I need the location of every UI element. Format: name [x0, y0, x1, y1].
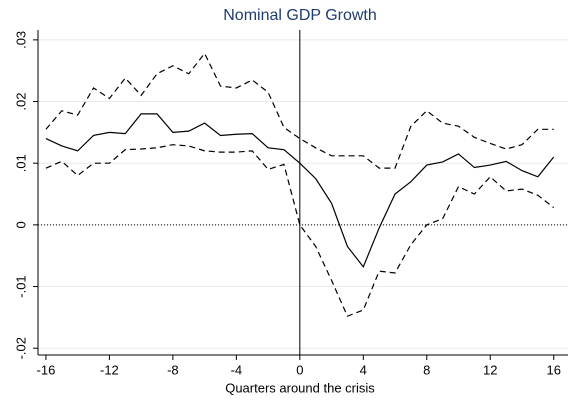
x-tick-label: 8: [423, 362, 430, 377]
y-tick-label: -.01: [13, 275, 28, 297]
y-tick-label: .01: [13, 154, 28, 172]
series-line: [45, 113, 555, 268]
y-tick-label: .02: [13, 92, 28, 110]
y-tick-label: .03: [13, 31, 28, 49]
x-axis-label: Quarters around the crisis: [225, 380, 375, 395]
x-tick-label: -4: [231, 362, 243, 377]
y-tick-label: 0: [13, 221, 28, 228]
x-tick-label: 4: [360, 362, 367, 377]
y-tick-label: -.02: [13, 337, 28, 359]
x-tick-label: -16: [37, 362, 56, 377]
x-tick-label: 16: [546, 362, 560, 377]
x-tick-label: 0: [296, 362, 303, 377]
chart-title: Nominal GDP Growth: [223, 7, 377, 24]
x-tick-label: -12: [100, 362, 119, 377]
x-tick-label: 12: [483, 362, 497, 377]
series-line: [45, 52, 554, 169]
x-tick-label: -8: [167, 362, 179, 377]
series-line: [45, 144, 555, 317]
